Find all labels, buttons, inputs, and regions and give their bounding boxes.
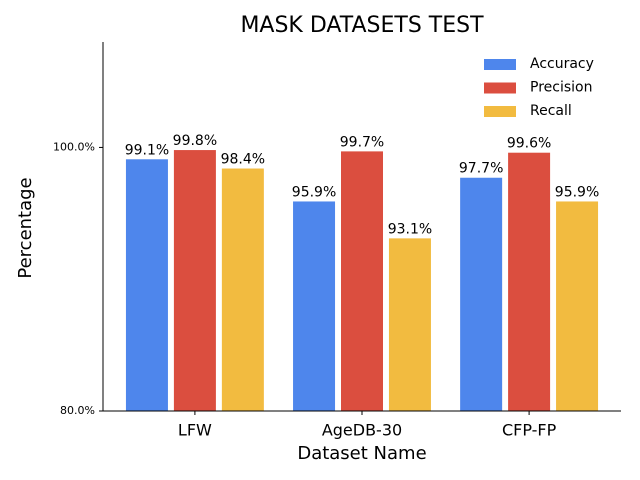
value-label: 99.6% xyxy=(507,136,551,152)
value-label: 98.4% xyxy=(221,152,265,168)
bar xyxy=(388,238,431,411)
bar xyxy=(173,150,216,412)
bar xyxy=(460,177,503,411)
legend-swatch xyxy=(484,59,516,70)
value-label: 95.9% xyxy=(555,184,599,200)
value-label: 95.9% xyxy=(292,184,336,200)
bar xyxy=(125,159,168,411)
y-tick-label: 80.0% xyxy=(60,404,95,417)
x-tick-label: AgeDB-30 xyxy=(322,421,402,440)
x-tick-label: CFP-FP xyxy=(502,421,557,440)
bar xyxy=(341,151,383,411)
bar xyxy=(293,201,336,411)
legend-swatch xyxy=(484,106,516,117)
legend-swatch xyxy=(484,82,516,94)
value-label: 97.7% xyxy=(459,161,503,177)
legend-label: Precision xyxy=(530,80,592,96)
chart-title: MASK DATASETS TEST xyxy=(240,13,484,38)
bar xyxy=(556,201,599,411)
value-label: 99.1% xyxy=(125,142,169,158)
x-tick-label: LFW xyxy=(178,421,212,440)
value-label: 93.1% xyxy=(388,221,432,237)
y-tick-label: 100.0% xyxy=(53,140,95,153)
bar xyxy=(508,152,551,411)
x-axis-title: Dataset Name xyxy=(297,443,426,464)
value-label: 99.8% xyxy=(173,133,217,149)
legend-label: Accuracy xyxy=(530,56,594,72)
bar xyxy=(221,168,264,411)
legend-label: Recall xyxy=(530,103,572,119)
y-axis-title: Percentage xyxy=(15,177,36,278)
value-label: 99.7% xyxy=(340,134,384,150)
